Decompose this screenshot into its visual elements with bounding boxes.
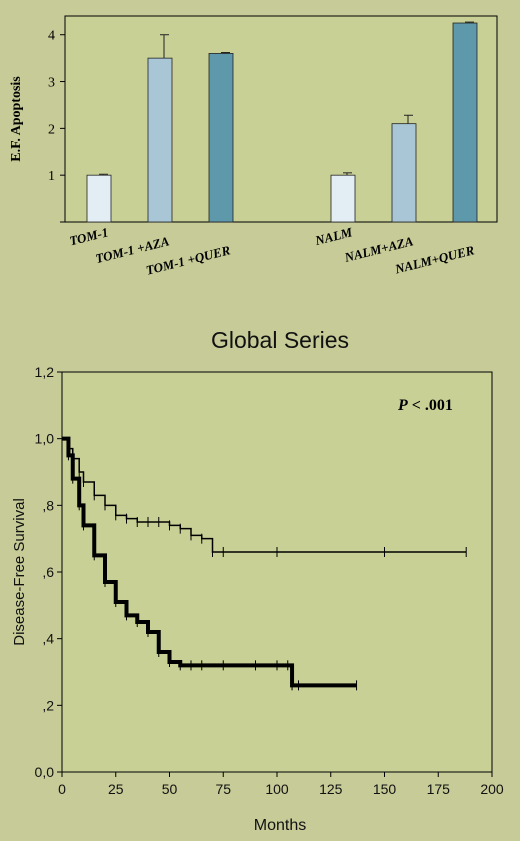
p-value-text: < .001 [408, 397, 453, 414]
bar [330, 174, 356, 223]
survival-x-tick-label: 125 [319, 781, 343, 797]
bar [391, 123, 417, 223]
survival-plot-area [61, 371, 493, 773]
survival-x-tick-label: 175 [427, 781, 451, 797]
survival-x-tick-label: 100 [265, 781, 289, 797]
bar-plot-area [64, 15, 498, 223]
bar-y-axis-label: E.F. Apoptosis [9, 76, 24, 162]
survival-y-tick-label: ,8 [42, 497, 54, 513]
survival-y-tick-label: ,4 [42, 631, 54, 647]
survival-x-tick-label: 75 [215, 781, 231, 797]
bar [452, 22, 478, 223]
survival-x-tick-label: 25 [108, 781, 124, 797]
bar [208, 53, 234, 223]
survival-y-tick-label: ,6 [42, 564, 54, 580]
bar [86, 174, 112, 223]
survival-y-axis-label: Disease-Free Survival [11, 498, 28, 646]
bar-category-label: TOM-1 [68, 224, 110, 248]
survival-x-tick-label: 200 [480, 781, 504, 797]
survival-curve-thick [62, 436, 357, 688]
survival-y-tick-label: 1,2 [35, 364, 55, 380]
bar-y-tick-label: 1 [48, 169, 55, 184]
survival-curve-thin [62, 437, 467, 553]
p-value-symbol: P [397, 397, 408, 414]
survival-x-axis-label: Months [254, 817, 306, 834]
bar-y-tick-label: 3 [48, 76, 55, 91]
survival-y-tick-label: 1,0 [35, 431, 55, 447]
survival-title: Global Series [211, 327, 349, 353]
bar [147, 57, 173, 223]
survival-y-tick-label: ,2 [42, 697, 54, 713]
p-value-annotation: P < .001 [397, 397, 453, 414]
bar-y-tick-label: 2 [48, 122, 55, 137]
bar-y-tick-label: 4 [48, 29, 55, 44]
survival-x-tick-label: 0 [58, 781, 66, 797]
survival-x-tick-label: 150 [373, 781, 397, 797]
survival-y-tick-label: 0,0 [35, 764, 55, 780]
survival-x-tick-label: 50 [162, 781, 178, 797]
bar-category-label: NALM [313, 224, 354, 248]
